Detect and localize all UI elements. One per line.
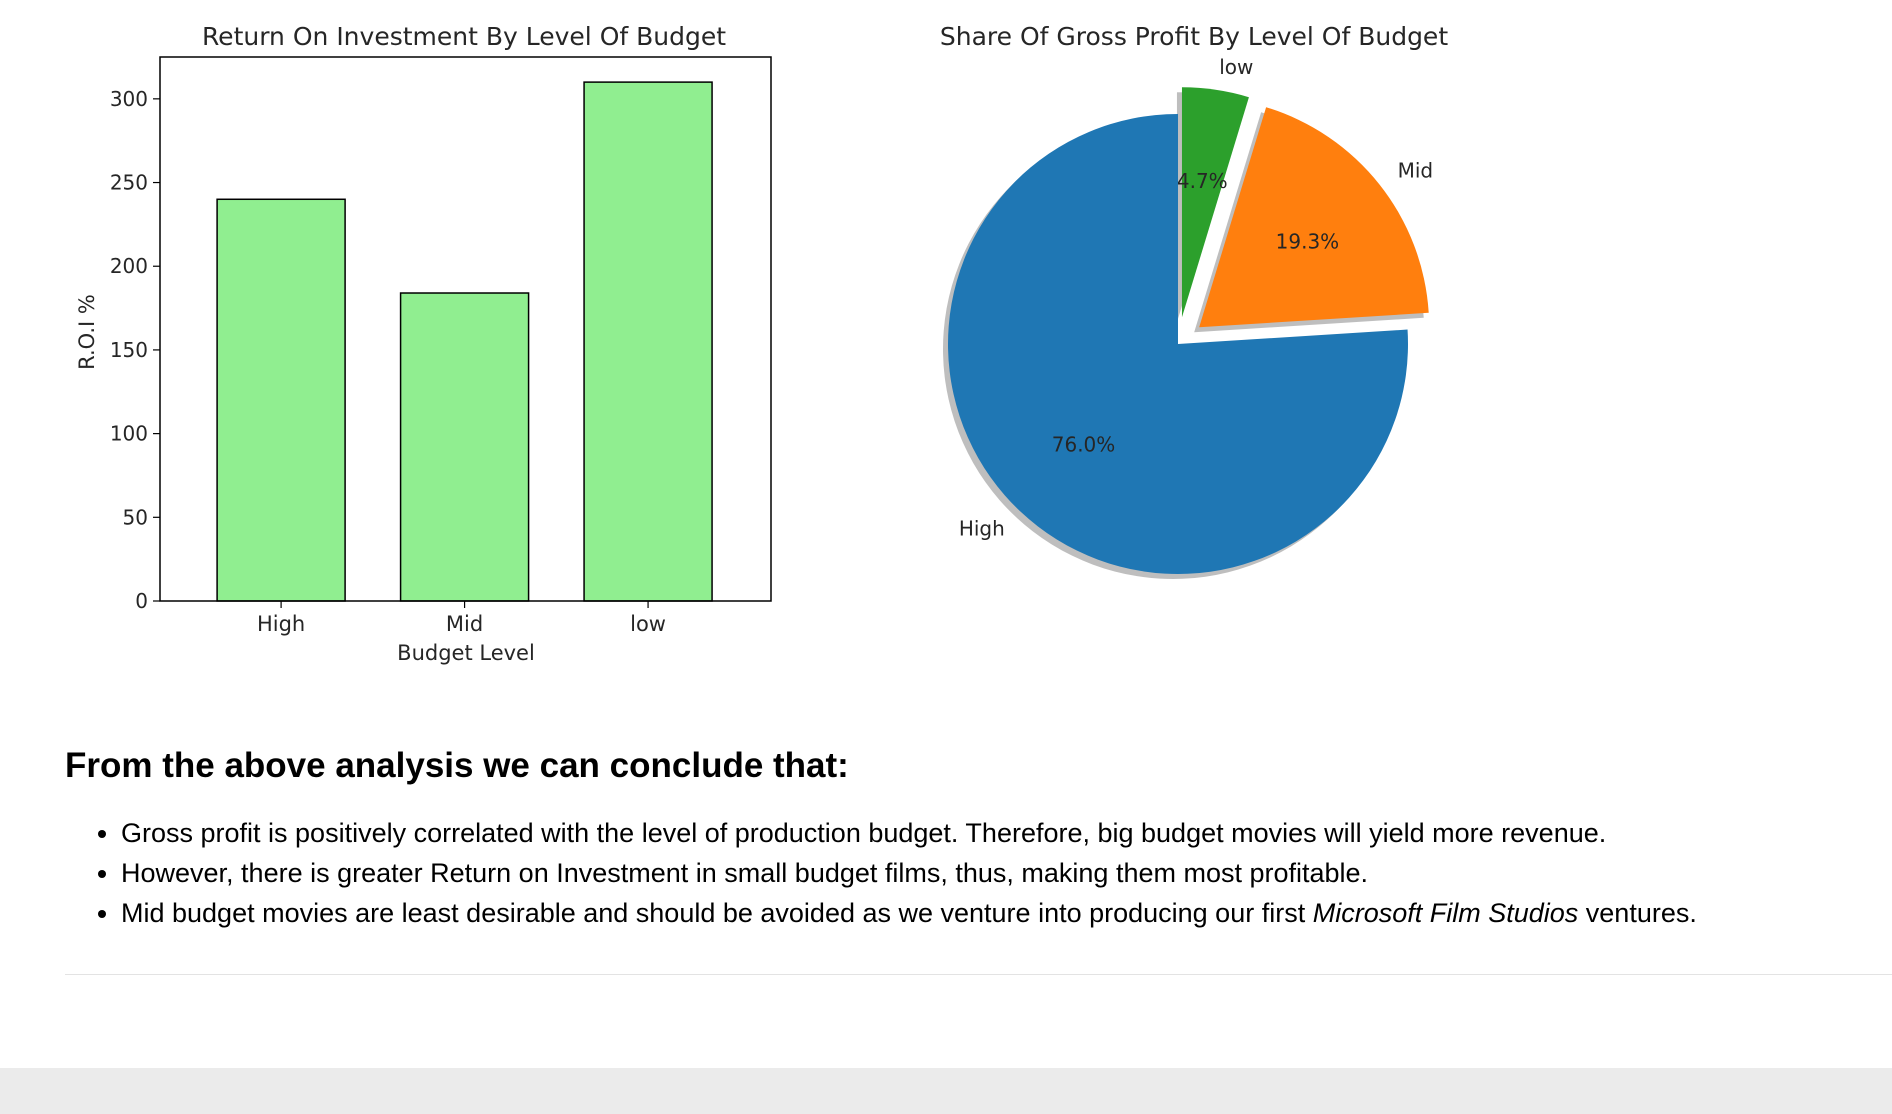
roi-bar-chart: Return On Investment By Level Of Budget … (75, 22, 772, 665)
bar-mid (399, 292, 530, 602)
slice-name-label: low (1219, 55, 1253, 79)
slice-name-label: High (959, 516, 1005, 540)
cell-divider (65, 974, 1892, 975)
notebook-footer-band (0, 1068, 1892, 1114)
conclusion-heading: From the above analysis we can conclude … (65, 746, 849, 785)
x-tick-label: High (257, 612, 305, 636)
y-tick-label: 100 (110, 422, 148, 446)
bullet-text: Mid budget movies are least desirable an… (121, 898, 1313, 928)
figure-output: Return On Investment By Level Of Budget … (75, 22, 1448, 665)
conclusion-bullet: Mid budget movies are least desirable an… (121, 893, 1865, 933)
x-tick-label: Mid (446, 612, 483, 636)
conclusion-bullet: However, there is greater Return on Inve… (121, 853, 1865, 893)
slice-percent-label: 4.7% (1177, 169, 1228, 193)
bar-chart-title: Return On Investment By Level Of Budget (202, 22, 726, 51)
gross-profit-pie-chart: Share Of Gross Profit By Level Of Budget… (940, 22, 1448, 579)
bar-high (216, 198, 346, 602)
plot-frame (159, 56, 772, 602)
bar-chart-axes: High Mid low 0 50 100 150 200 250 300 (110, 56, 772, 636)
y-tick-label: 50 (123, 505, 148, 529)
pie-chart-title: Share Of Gross Profit By Level Of Budget (940, 22, 1448, 51)
y-tick-label: 300 (110, 87, 148, 111)
slice-percent-label: 19.3% (1276, 230, 1340, 254)
y-tick-label: 150 (110, 338, 148, 362)
pie-slices: 4.7% low 19.3% Mid 76.0% High (943, 55, 1433, 579)
bullet-text: However, there is greater Return on Inve… (121, 858, 1369, 888)
bar-chart-ylabel: R.O.I % (75, 294, 99, 370)
conclusion-section: From the above analysis we can conclude … (65, 745, 1865, 933)
conclusion-list: Gross profit is positively correlated wi… (65, 813, 1865, 933)
x-tick-label: low (630, 612, 666, 636)
y-tick-label: 200 (110, 254, 148, 278)
conclusion-bullet: Gross profit is positively correlated wi… (121, 813, 1865, 853)
bar-low (583, 81, 713, 602)
pie-slice-low (1181, 87, 1249, 318)
bar-chart-xlabel: Budget Level (397, 641, 535, 665)
studio-name-emphasis: Microsoft Film Studios (1312, 898, 1579, 928)
y-tick-label: 0 (135, 589, 148, 613)
y-tick-label: 250 (110, 171, 148, 195)
slice-name-label: Mid (1398, 158, 1434, 182)
bullet-text-end: ventures. (1578, 898, 1697, 928)
bullet-text: Gross profit is positively correlated wi… (121, 818, 1607, 848)
slice-percent-label: 76.0% (1052, 433, 1116, 457)
pie-slice-mid (1199, 107, 1429, 328)
pie-slice-high (948, 114, 1408, 574)
